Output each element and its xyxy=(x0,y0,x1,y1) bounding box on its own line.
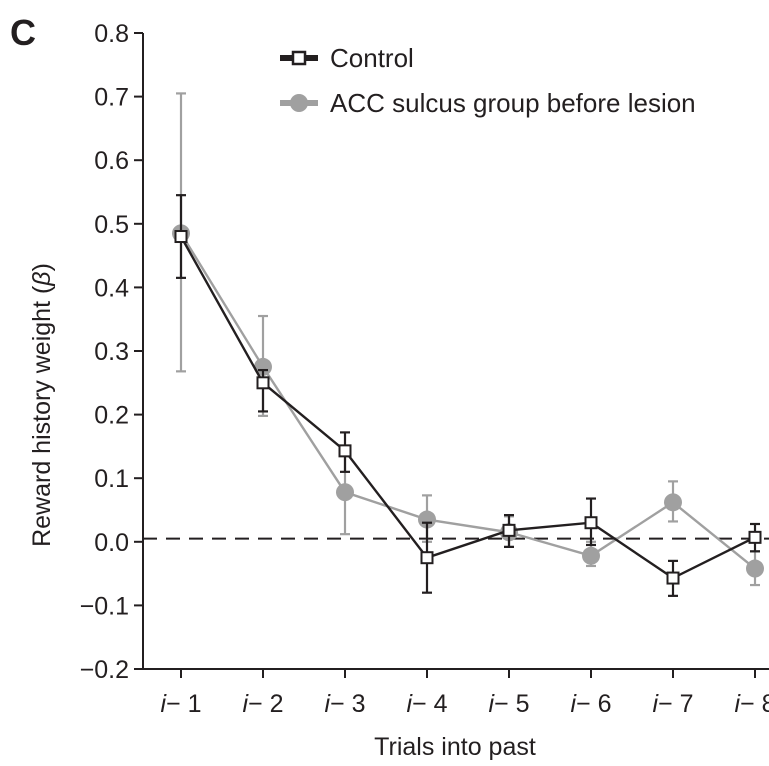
y-tick-label: −0.2 xyxy=(80,656,129,684)
legend-acc-marker xyxy=(290,94,308,112)
legend-item-control: Control xyxy=(280,43,414,73)
data-point-circle xyxy=(418,510,436,529)
x-tick-label: i− 6 xyxy=(570,690,611,718)
x-tick-label-var: i xyxy=(324,690,331,718)
y-tick-label: 0.0 xyxy=(94,529,129,557)
y-axis-title-text: Reward history weight ( xyxy=(28,285,56,547)
series-layer xyxy=(172,92,764,597)
series-1 xyxy=(172,92,764,587)
legend-control-label: Control xyxy=(330,43,414,73)
x-tick-label-offset: − 2 xyxy=(248,690,283,718)
x-tick-label-var: i xyxy=(570,690,577,718)
data-point-circle xyxy=(746,559,764,578)
x-tick-label-offset: − 6 xyxy=(576,690,611,718)
x-tick-label-var: i xyxy=(406,690,413,718)
data-point-square xyxy=(338,444,352,458)
data-point-square xyxy=(748,530,762,544)
data-point-square xyxy=(420,551,434,565)
y-tick-label: 0.3 xyxy=(94,338,129,366)
x-tick-label-var: i xyxy=(242,690,249,718)
data-point-circle xyxy=(664,493,682,512)
x-tick-label: i− 3 xyxy=(324,690,365,718)
y-ticks: −0.2 −0.1 0.0 0.1 0.2 0.3 0.4 0.5 0.6 0.7 0.8 xyxy=(80,20,143,684)
data-point-circle xyxy=(254,357,272,376)
y-tick-label: 0.6 xyxy=(94,147,129,175)
x-tick-label: i− 2 xyxy=(242,690,283,718)
x-tick-label: i− 1 xyxy=(160,690,201,718)
x-tick-label-offset: − 8 xyxy=(740,690,769,718)
series-line xyxy=(179,235,756,580)
x-tick-label-offset: − 7 xyxy=(658,690,693,718)
y-tick-label: 0.1 xyxy=(94,465,129,493)
data-point-square xyxy=(502,523,516,537)
x-tick-label-var: i xyxy=(734,690,741,718)
data-point-circle xyxy=(582,546,600,565)
data-point-square xyxy=(666,571,680,585)
x-tick-label-var: i xyxy=(488,690,495,718)
y-tick-label: 0.2 xyxy=(94,402,129,430)
x-tick-label-offset: − 5 xyxy=(494,690,529,718)
legend-control-marker xyxy=(291,50,307,66)
y-tick-label: 0.4 xyxy=(94,274,129,302)
y-tick-label: 0.5 xyxy=(94,211,129,239)
x-tick-label-var: i xyxy=(160,690,167,718)
x-axis-title: Trials into past xyxy=(374,733,536,761)
legend-item-acc: ACC sulcus group before lesion xyxy=(280,88,696,118)
data-point-circle xyxy=(336,483,354,502)
panel-label: C xyxy=(10,12,36,53)
data-point-square xyxy=(584,516,598,530)
y-axis-title-close: ) xyxy=(28,263,56,271)
series-0 xyxy=(174,194,762,597)
x-tick-label-var: i xyxy=(652,690,659,718)
x-ticks: i− 1 i− 2 i− 3 i− 4 i− 5 i− 6 i− 7 i− 8 xyxy=(160,669,769,718)
x-tick-label: i− 8 xyxy=(734,690,769,718)
y-tick-label: −0.1 xyxy=(80,592,129,620)
x-tick-label: i− 7 xyxy=(652,690,693,718)
x-tick-label-offset: − 1 xyxy=(166,690,201,718)
y-tick-label: 0.7 xyxy=(94,84,129,112)
x-tick-label-offset: − 4 xyxy=(412,690,448,718)
y-axis-title-symbol: β xyxy=(28,271,56,286)
data-point-square xyxy=(174,230,188,244)
x-tick-label-offset: − 3 xyxy=(330,690,365,718)
y-axis-title: Reward history weight (β) xyxy=(28,263,56,547)
legend-acc-label: ACC sulcus group before lesion xyxy=(330,88,696,118)
series-line xyxy=(179,232,756,570)
legend: Control ACC sulcus group before lesion xyxy=(280,43,696,118)
y-tick-label: 0.8 xyxy=(94,20,129,48)
data-point-square xyxy=(256,376,270,390)
x-tick-label: i− 5 xyxy=(488,690,529,718)
x-tick-label: i− 4 xyxy=(406,690,447,718)
